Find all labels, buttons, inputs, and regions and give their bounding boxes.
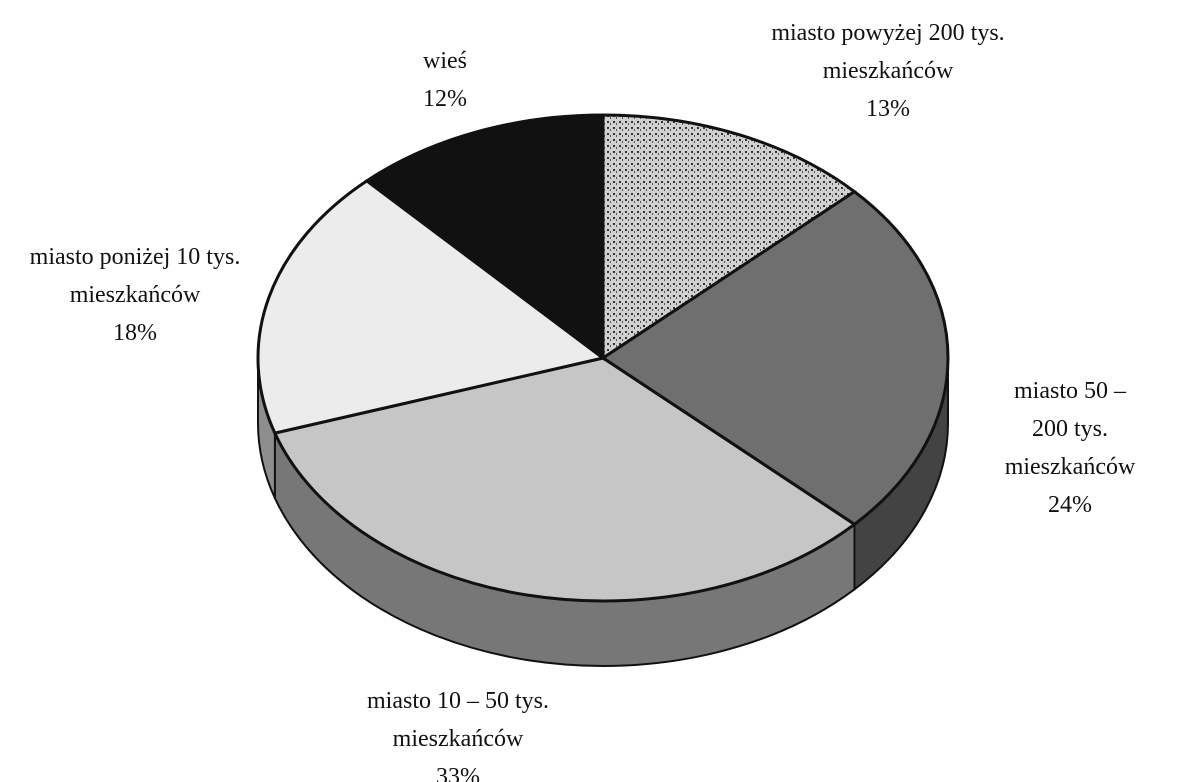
- slice: [600, 189, 950, 527]
- category-label: miasto 10 – 50 tys. mieszkańców: [366, 688, 550, 752]
- value-label: 24%: [1048, 492, 1092, 518]
- value-label: 18%: [113, 320, 157, 346]
- slice-label: miasto poniżej 10 tys. mieszkańców 18%: [30, 238, 241, 352]
- slice-label: miasto powyżej 200 tys. mieszkańców 13%: [771, 14, 1004, 128]
- slice: [364, 113, 605, 362]
- slice: [256, 179, 607, 435]
- slice-label: miasto 50 – 200 tys. mieszkańców 24%: [1005, 372, 1136, 524]
- value-label: 13%: [866, 96, 910, 122]
- category-label: miasto powyżej 200 tys. mieszkańców: [771, 20, 1005, 84]
- category-label: miasto poniżej 10 tys. mieszkańców: [29, 244, 241, 308]
- category-label: miasto 50 – 200 tys. mieszkańców: [1004, 378, 1136, 480]
- value-label: 33%: [435, 764, 480, 782]
- slice-label: miasto 10 – 50 tys. mieszkańców 33%: [367, 682, 549, 782]
- slice: [272, 356, 858, 603]
- slice: [601, 113, 858, 361]
- category-label: wieś: [423, 48, 467, 74]
- slice-label: wieś 12%: [423, 42, 467, 118]
- value-label: 12%: [423, 86, 467, 112]
